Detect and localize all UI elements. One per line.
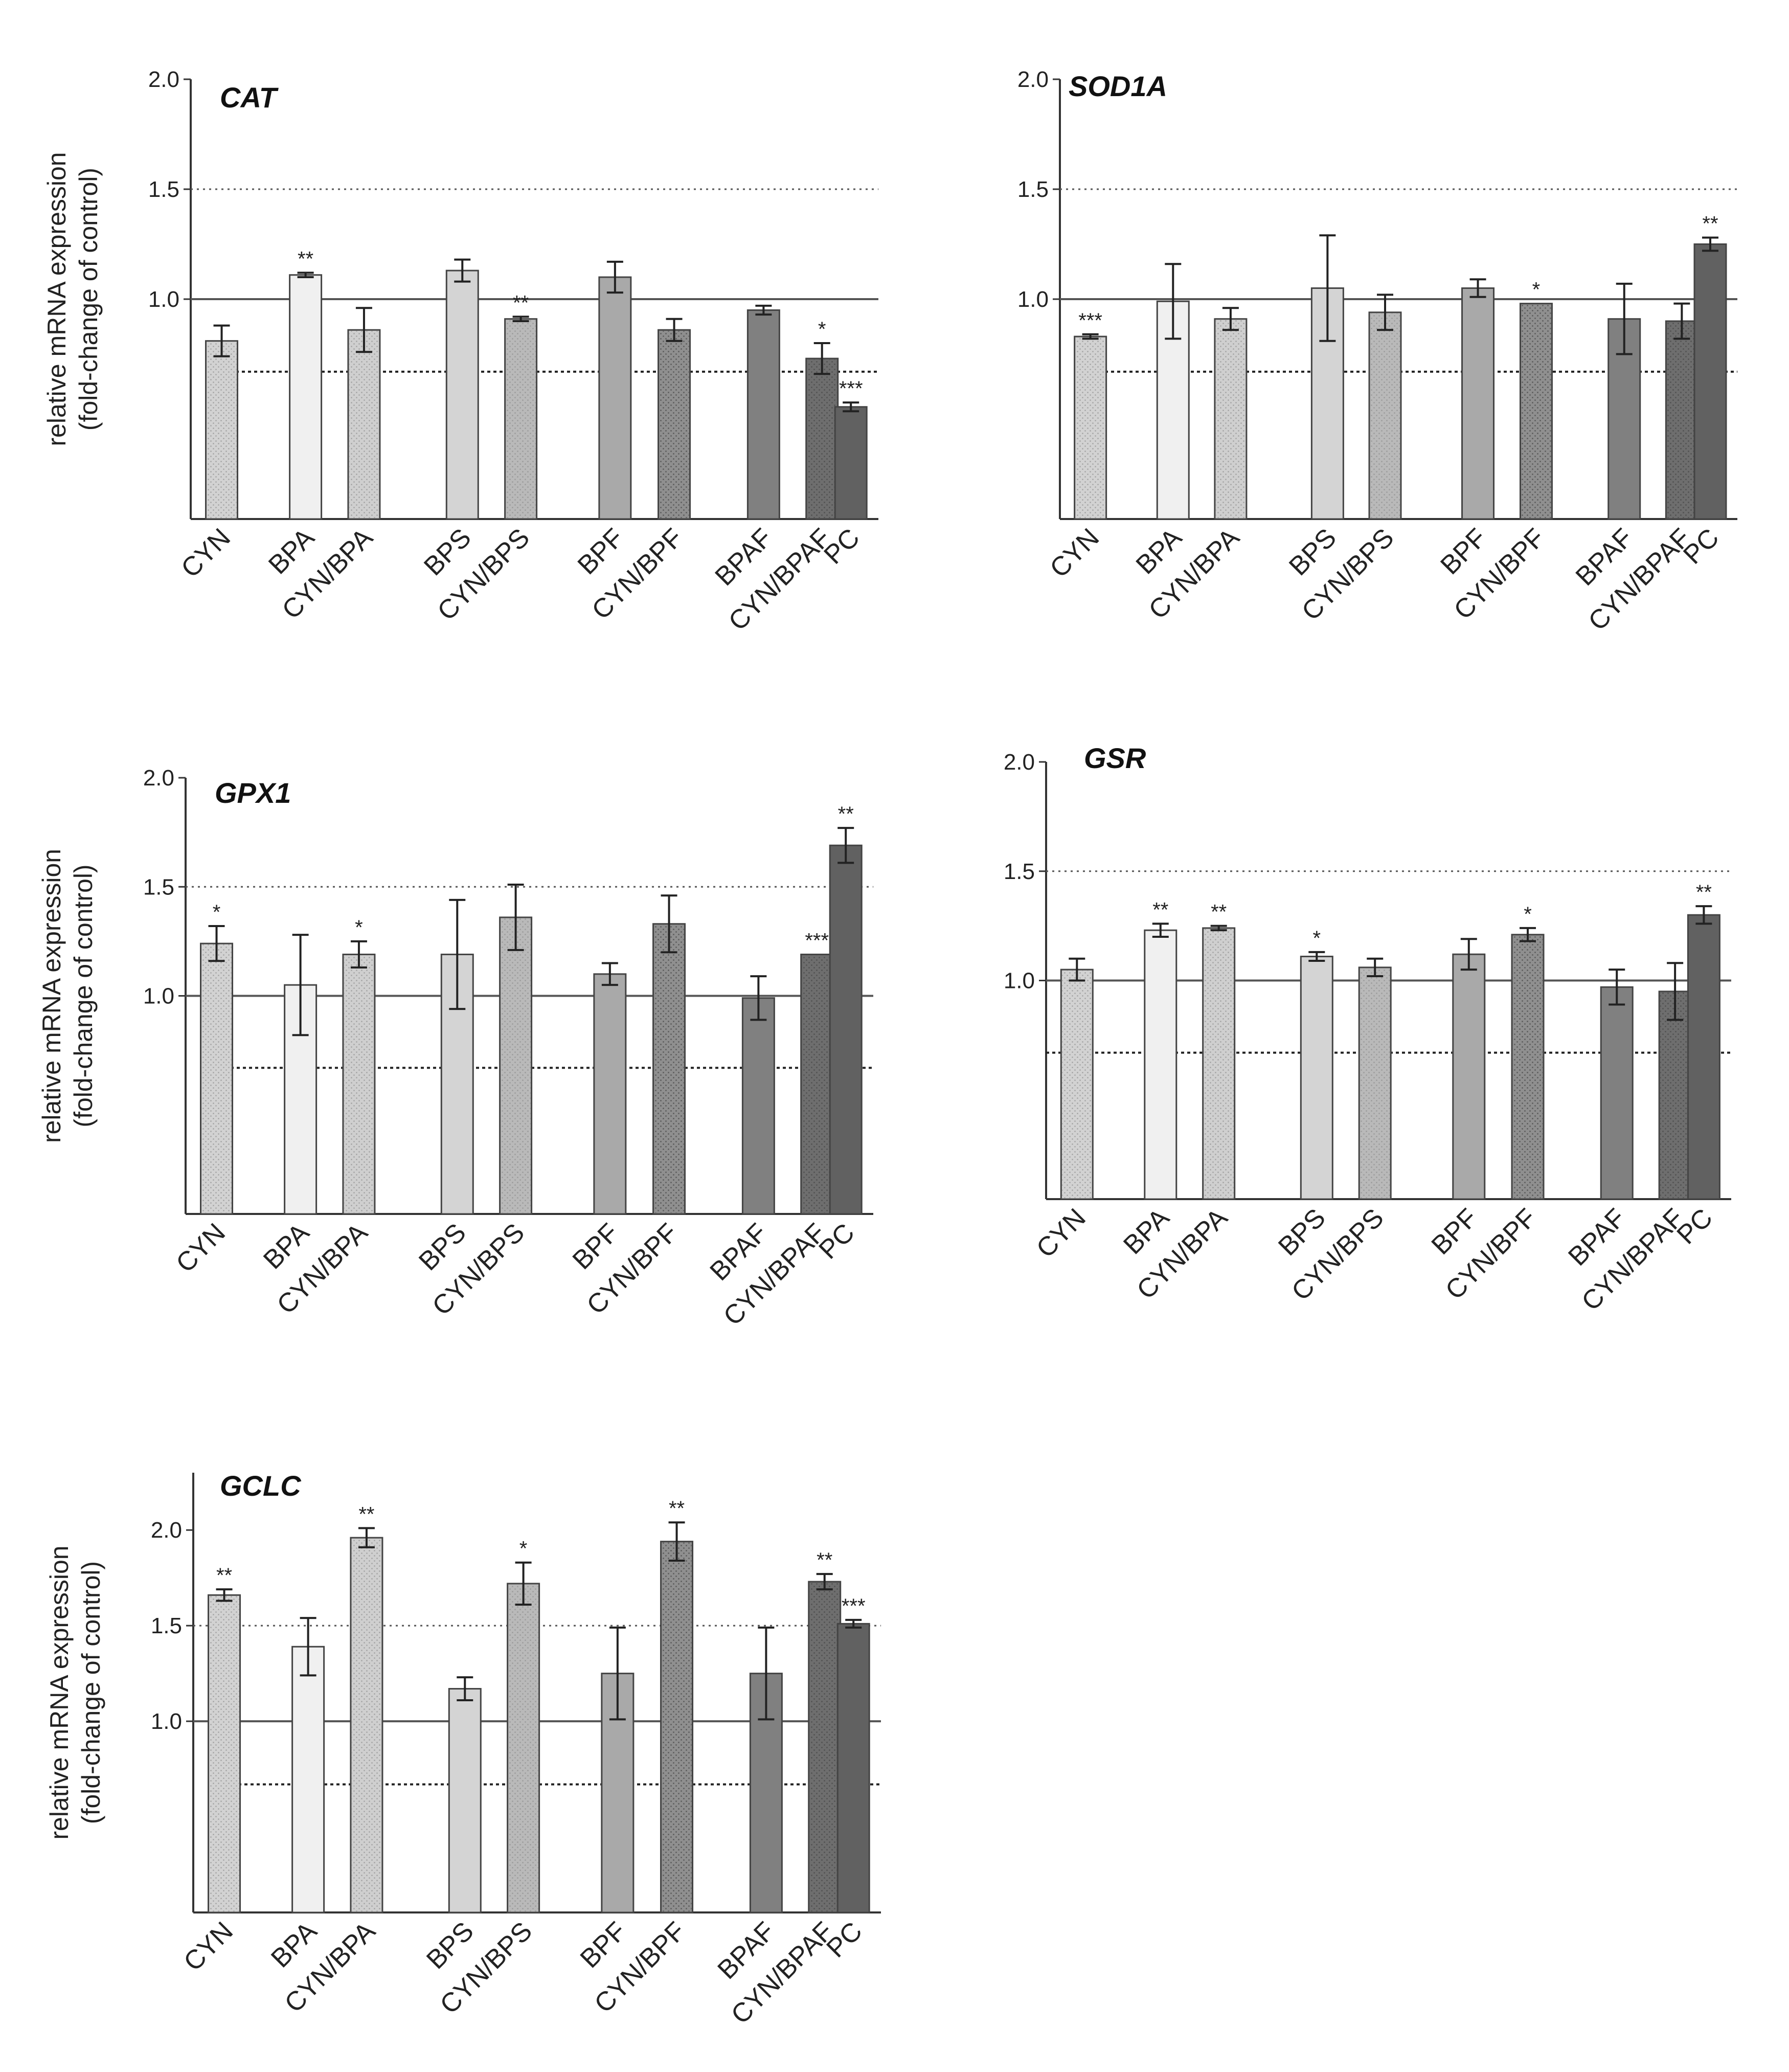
bar-pattern [1370,313,1400,518]
significance-label: ** [817,1549,832,1571]
bar-pc [1693,243,1727,520]
bar-bpaf [741,997,775,1215]
significance-label: *** [805,929,829,952]
y-tick-label: 1.5 [143,874,174,899]
bar-pattern [809,1583,840,1911]
y-tick-label: 2.0 [1017,67,1049,92]
bar-pattern [209,1596,239,1911]
chart-title: CAT [220,81,279,114]
y-axis-label: relative mRNA expression (fold-change of … [42,152,103,446]
chart-title: GCLC [220,1470,302,1502]
y-tick-label: 1.5 [1017,177,1049,202]
bar-pattern [662,1542,692,1911]
y-tick-label: 1.0 [1017,287,1049,312]
bar-pattern [1360,968,1390,1198]
y-tick-label: 1.5 [148,177,179,202]
y-tick-label: 1.0 [148,287,179,312]
significance-label: ** [1152,898,1168,921]
bar-pc [1687,914,1720,1200]
bar-pattern [1215,320,1245,518]
bar-pattern [1075,337,1105,518]
bar-pattern [201,944,232,1213]
significance-label: *** [839,377,863,400]
bar-pc [829,844,863,1215]
significance-label: * [1313,927,1321,950]
y-tick-label: 1.0 [1004,969,1035,994]
y-tick-label: 2.0 [151,1518,182,1543]
bar-bps [448,1688,482,1913]
bar-pattern [807,359,837,518]
bar-bpf [598,276,632,520]
bar-pattern [654,925,684,1213]
bar-bps [1300,955,1333,1200]
significance-label: ** [669,1497,685,1520]
significance-label: * [355,916,363,939]
bar-pattern [508,1584,538,1911]
chart-title: GSR [1084,742,1146,774]
bar-bps [445,269,479,520]
bar-pattern [501,918,531,1213]
bar-pattern [506,320,536,518]
y-tick-label: 2.0 [143,765,174,791]
significance-label: ** [1211,901,1227,924]
significance-label: * [519,1538,528,1560]
y-axis-label-line: relative mRNA expression [42,152,71,446]
y-axis-label-line: relative mRNA expression [45,1545,74,1839]
y-tick-label: 2.0 [1004,750,1035,775]
significance-label: ** [513,291,529,314]
y-axis-label-line: relative mRNA expression [37,849,66,1143]
y-axis-label: relative mRNA expression (fold-change of … [37,849,98,1143]
y-tick-label: 1.0 [151,1709,182,1734]
significance-label: * [818,318,826,341]
bar-pattern [1204,929,1234,1198]
significance-label: ** [358,1503,374,1525]
significance-label: * [1532,279,1541,301]
bar-pattern [1667,322,1697,518]
y-axis-label: relative mRNA expression (fold-change of … [45,1545,105,1839]
y-tick-label: 1.0 [143,984,174,1009]
significance-label: ** [298,247,313,270]
bar-bpaf [746,309,780,520]
bar-pattern [659,331,689,518]
bar-bpf [593,973,627,1215]
bar-bpa [291,1646,325,1913]
bar-pattern [207,342,237,518]
significance-label: ** [1696,881,1712,904]
bar-pattern [349,331,379,518]
bar-pattern [1521,304,1551,518]
bar-bpa [1144,929,1177,1200]
significance-label: * [213,901,221,924]
bar-pattern [351,1539,381,1911]
significance-label: ** [1702,213,1718,235]
bar-bpaf [1600,986,1634,1200]
bar-pattern [802,955,832,1213]
bar-pc [834,406,868,520]
y-axis-label-line: (fold-change of control) [74,168,103,431]
y-tick-label: 2.0 [148,67,179,92]
significance-label: *** [1078,309,1102,332]
bar-pattern [1062,971,1092,1198]
chart-title: GPX1 [215,777,291,809]
y-tick-label: 1.5 [151,1613,182,1638]
bar-bpa [289,274,323,520]
bar-bpf [1461,287,1495,520]
significance-label: ** [838,803,854,825]
significance-label: * [1524,903,1532,926]
chart-title: SOD1A [1069,70,1167,102]
significance-label: ** [216,1564,232,1587]
bar-bpf [1452,953,1486,1200]
y-axis-label-line: (fold-change of control) [69,864,98,1127]
significance-label: *** [842,1595,866,1617]
bar-pattern [1513,935,1543,1198]
bar-pattern [1660,992,1690,1198]
bar-bpaf [1607,318,1641,520]
y-axis-label-line: (fold-change of control) [77,1561,105,1824]
bar-pc [836,1623,870,1913]
y-tick-label: 1.5 [1004,859,1035,884]
bar-pattern [344,955,374,1213]
